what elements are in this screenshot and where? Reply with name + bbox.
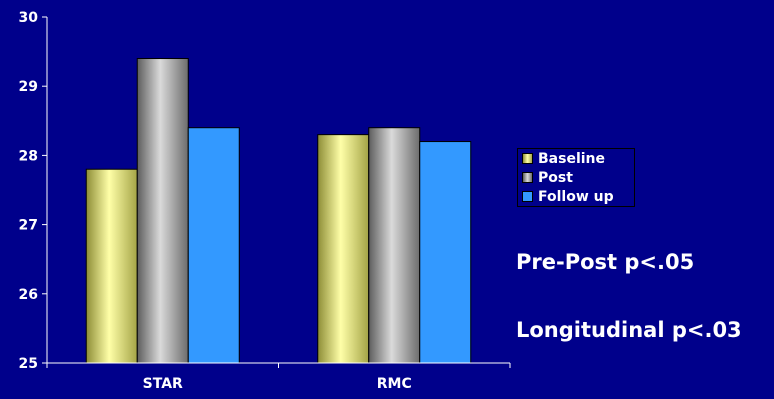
legend-label-follow-up: Follow up	[538, 188, 614, 205]
y-tick-label: 25	[19, 356, 38, 372]
y-tick-label: 30	[19, 10, 39, 26]
legend-item-baseline: Baseline	[518, 149, 634, 168]
y-tick-label: 26	[19, 287, 38, 303]
legend: Baseline Post Follow up	[517, 148, 635, 207]
legend-item-follow-up: Follow up	[518, 187, 634, 206]
legend-swatch-post	[522, 172, 533, 183]
annotation-pre-post: Pre-Post p<.05	[516, 250, 695, 274]
legend-label-post: Post	[538, 169, 573, 186]
bars-group	[85, 58, 472, 364]
bar-star-follow-up	[187, 127, 240, 364]
annotation-longitudinal: Longitudinal p<.03	[516, 318, 742, 342]
x-ticks: STAR RMC	[46, 363, 511, 392]
bar-star-baseline	[85, 168, 138, 364]
bar-star-post	[136, 58, 189, 364]
x-tick-label-star: STAR	[143, 376, 183, 392]
legend-item-post: Post	[518, 168, 634, 187]
bar-rmc-baseline	[317, 134, 370, 364]
y-tick-label: 29	[19, 79, 38, 95]
bar-rmc-post	[368, 127, 421, 364]
legend-swatch-baseline	[522, 153, 533, 164]
y-tick-label: 27	[19, 218, 38, 234]
bar-rmc-follow-up	[419, 141, 472, 364]
x-tick-label-rmc: RMC	[377, 376, 412, 392]
legend-swatch-follow-up	[522, 191, 533, 202]
y-ticks: 25 26 27 28 29 30	[19, 10, 47, 372]
legend-label-baseline: Baseline	[538, 150, 606, 167]
y-tick-label: 28	[19, 148, 38, 164]
